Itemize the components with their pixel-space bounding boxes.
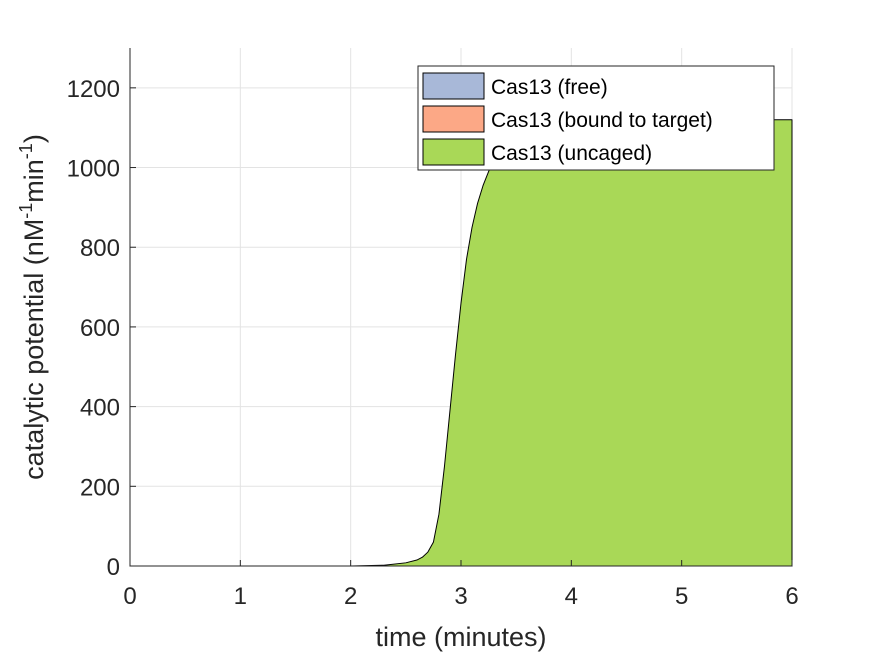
x-tick-label: 1 (234, 583, 247, 610)
y-tick-label: 1200 (67, 76, 120, 103)
y-axis-title-sup1: -1 (16, 203, 36, 219)
x-tick-label: 5 (675, 583, 688, 610)
y-tick-label: 400 (80, 395, 120, 422)
legend-swatch (422, 72, 485, 100)
y-axis-title-main: catalytic potential (nM (19, 219, 49, 480)
y-tick-label: 1000 (67, 156, 120, 183)
x-tick-label: 2 (344, 583, 357, 610)
y-axis-title-end: ) (19, 134, 49, 143)
x-tick-label: 6 (785, 583, 798, 610)
y-axis-title-sup2: -1 (16, 143, 36, 159)
legend-label: Cas13 (bound to target) (491, 109, 713, 132)
x-axis-ticks: 0 1 2 3 4 5 6 (123, 560, 799, 610)
x-tick-label: 0 (123, 583, 136, 610)
legend-label: Cas13 (uncaged) (491, 142, 652, 165)
y-tick-label: 0 (107, 554, 120, 581)
x-tick-label: 3 (454, 583, 467, 610)
y-axis-ticks: 0 200 400 600 800 1000 1200 (67, 76, 136, 581)
legend: Cas13 (free) Cas13 (bound to target) Cas13… (417, 65, 775, 171)
y-tick-label: 800 (80, 235, 120, 262)
legend-label: Cas13 (free) (491, 76, 608, 99)
legend-swatch (422, 105, 485, 133)
y-tick-label: 200 (80, 474, 120, 501)
x-tick-label: 4 (565, 583, 578, 610)
y-axis-title: catalytic potential (nM-1min-1) (16, 134, 49, 480)
x-axis-title: time (minutes) (375, 622, 546, 652)
y-tick-label: 600 (80, 315, 120, 342)
legend-swatch (422, 138, 485, 166)
legend-entries: Cas13 (free) Cas13 (bound to target) Cas13… (422, 72, 713, 166)
y-axis-title-mid: min (19, 159, 49, 203)
